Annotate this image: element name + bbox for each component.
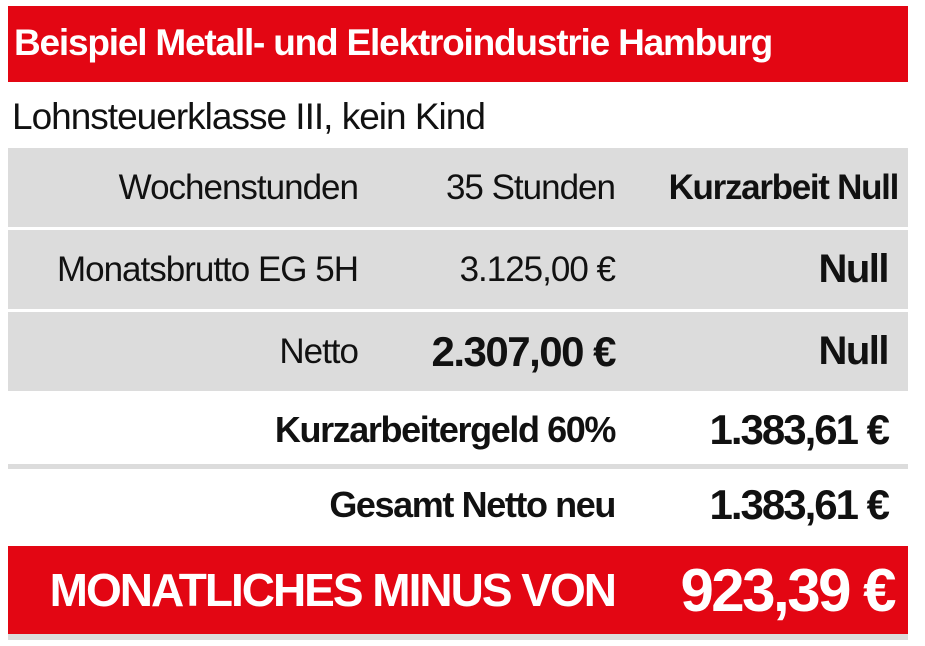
- table-row-kurzarbeitergeld: Kurzarbeitergeld 60% 1.383,61 €: [8, 394, 908, 466]
- table-row-wochenstunden: Wochenstunden 35 Stunden Kurzarbeit Null: [8, 148, 908, 227]
- page-subtitle: Lohnsteuerklasse III, kein Kind: [12, 96, 486, 137]
- title-bar: Beispiel Metall- und Elektroindustrie Ha…: [8, 6, 908, 82]
- row-label: Kurzarbeitergeld 60%: [274, 409, 617, 450]
- kurzarbeit-value: Kurzarbeit Null: [668, 167, 900, 207]
- bottom-divider: [8, 634, 908, 640]
- table-row-netto: Netto 2.307,00 € Null: [8, 312, 908, 391]
- kurzarbeit-value: Null: [818, 247, 889, 291]
- row-label: Gesamt Netto neu: [329, 484, 616, 525]
- table-row-monatsbrutto: Monatsbrutto EG 5H 3.125,00 € Null: [8, 230, 908, 309]
- table-row-gesamt-netto: Gesamt Netto neu 1.383,61 €: [8, 464, 908, 541]
- row-label: Monatsbrutto EG 5H: [56, 249, 359, 289]
- row-amount: 1.383,61 €: [709, 481, 890, 528]
- monthly-minus-bar: MONATLICHES MINUS VON 923,39 €: [8, 546, 908, 634]
- row-label: Netto: [279, 331, 359, 371]
- monthly-minus-amount: 923,39 €: [680, 556, 896, 624]
- row-value: 35 Stunden: [445, 167, 616, 207]
- row-label: Wochenstunden: [118, 167, 359, 207]
- page-title: Beispiel Metall- und Elektroindustrie Ha…: [14, 22, 773, 63]
- kurzarbeit-infographic: Beispiel Metall- und Elektroindustrie Ha…: [8, 6, 908, 640]
- row-value: 3.125,00 €: [459, 249, 616, 289]
- monthly-minus-label: MONATLICHES MINUS VON: [49, 564, 617, 616]
- kurzarbeit-value: Null: [818, 329, 889, 373]
- row-amount: 1.383,61 €: [709, 406, 890, 453]
- row-value: 2.307,00 €: [431, 327, 616, 375]
